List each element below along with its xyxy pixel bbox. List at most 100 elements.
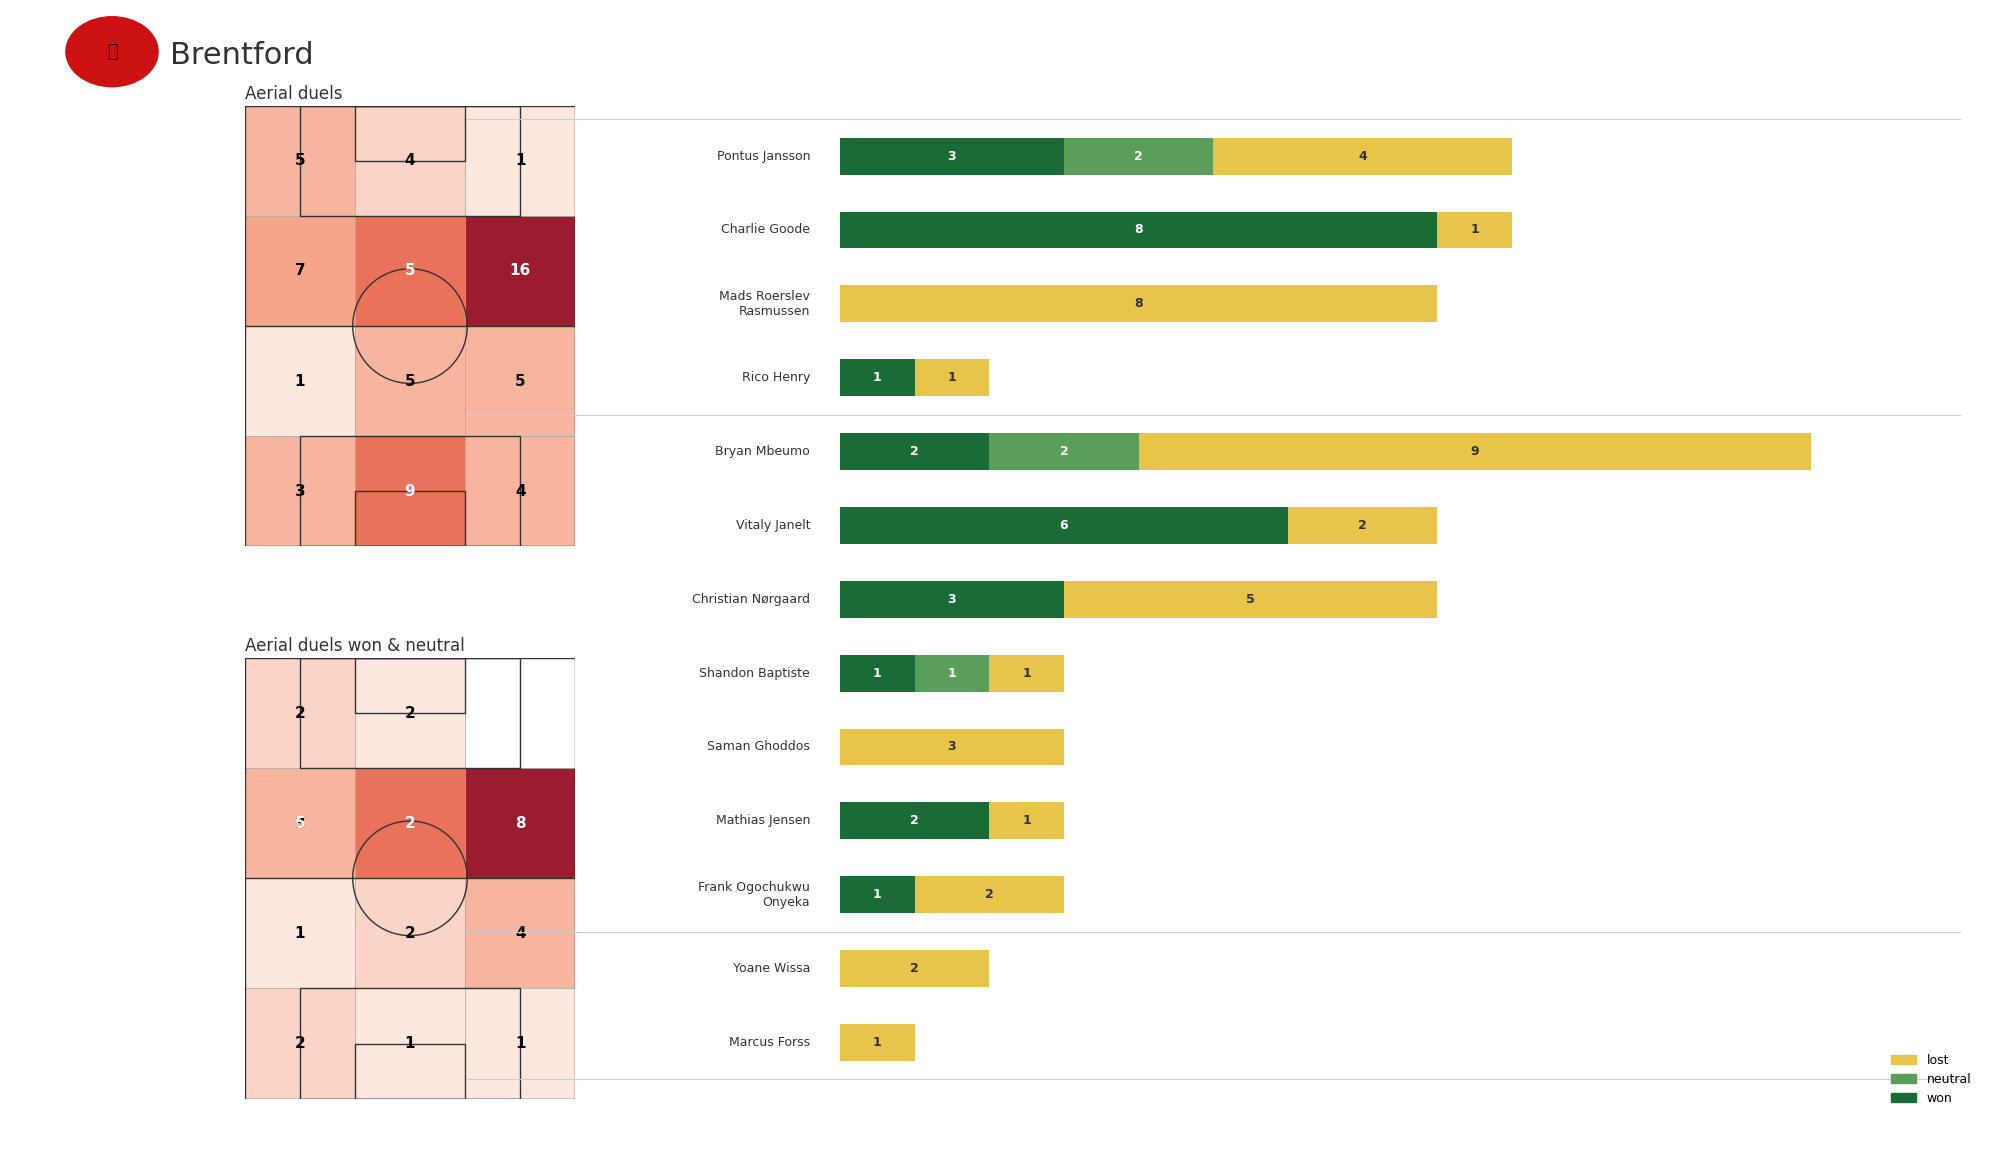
Text: 2: 2 — [1358, 519, 1368, 532]
Text: Yoane Wissa: Yoane Wissa — [732, 962, 810, 975]
Bar — [840, 654, 914, 692]
Text: Frank Ogochukwu
Onyeka: Frank Ogochukwu Onyeka — [698, 881, 810, 908]
Text: 🐝: 🐝 — [106, 42, 118, 61]
Bar — [354, 658, 466, 768]
Text: 3: 3 — [294, 484, 306, 499]
Bar — [914, 877, 1064, 913]
Text: 8: 8 — [514, 815, 526, 831]
Text: 1: 1 — [872, 888, 882, 901]
Bar — [244, 658, 354, 768]
Text: 1: 1 — [872, 371, 882, 384]
Text: 1: 1 — [872, 1036, 882, 1049]
Bar — [354, 436, 466, 546]
Text: 5: 5 — [514, 374, 526, 389]
Bar — [466, 436, 576, 546]
Bar — [914, 654, 990, 692]
Bar — [466, 325, 576, 436]
Bar — [300, 436, 520, 546]
Text: 5: 5 — [294, 815, 306, 831]
Text: 1: 1 — [872, 666, 882, 679]
Bar — [354, 216, 466, 325]
Bar — [990, 803, 1064, 839]
Text: 2: 2 — [404, 926, 416, 941]
Text: Charlie Goode: Charlie Goode — [722, 223, 810, 236]
Bar — [466, 879, 576, 988]
Bar — [1138, 434, 1810, 470]
Text: 1: 1 — [404, 1036, 416, 1052]
Bar — [354, 879, 466, 988]
Text: 4: 4 — [1358, 149, 1368, 162]
Text: 6: 6 — [1060, 519, 1068, 532]
Text: 1: 1 — [948, 666, 956, 679]
Text: 2: 2 — [910, 962, 920, 975]
Text: 1: 1 — [294, 926, 306, 941]
Text: 5: 5 — [294, 153, 306, 168]
Text: Rico Henry: Rico Henry — [742, 371, 810, 384]
Bar — [840, 877, 914, 913]
Bar — [990, 654, 1064, 692]
Bar — [1064, 580, 1438, 618]
Text: Aerial duels won & neutral: Aerial duels won & neutral — [244, 637, 464, 654]
Bar — [1064, 137, 1214, 175]
Text: 5: 5 — [1246, 592, 1256, 606]
Text: 1: 1 — [514, 1036, 526, 1052]
Bar — [300, 988, 520, 1099]
Bar — [840, 580, 1064, 618]
Bar — [466, 106, 576, 216]
Text: Aerial duels: Aerial duels — [244, 85, 342, 102]
Text: Pontus Jansson: Pontus Jansson — [716, 149, 810, 162]
Bar — [840, 286, 1438, 322]
Bar — [354, 106, 466, 161]
Text: 9: 9 — [404, 484, 416, 499]
Text: 16: 16 — [510, 263, 530, 278]
Text: 5: 5 — [404, 374, 416, 389]
Bar — [840, 728, 1064, 765]
Text: Marcus Forss: Marcus Forss — [730, 1036, 810, 1049]
Text: Christian Nørgaard: Christian Nørgaard — [692, 592, 810, 606]
Bar — [354, 988, 466, 1099]
Bar — [466, 658, 576, 768]
Text: 1: 1 — [1470, 223, 1480, 236]
Text: 2: 2 — [294, 705, 306, 720]
Circle shape — [66, 16, 158, 87]
Bar — [244, 768, 354, 879]
Text: 2: 2 — [1134, 149, 1144, 162]
Bar — [244, 325, 354, 436]
Text: 2: 2 — [404, 815, 416, 831]
Bar — [840, 1023, 914, 1061]
Text: 4: 4 — [404, 153, 416, 168]
Text: 3: 3 — [948, 592, 956, 606]
Text: 5: 5 — [404, 263, 416, 278]
Bar — [300, 658, 520, 768]
Text: Mathias Jensen: Mathias Jensen — [716, 814, 810, 827]
Text: 1: 1 — [1022, 666, 1032, 679]
Bar — [840, 212, 1438, 248]
Bar — [354, 106, 466, 216]
Text: Brentford: Brentford — [170, 41, 314, 70]
Bar — [244, 879, 354, 988]
Text: 1: 1 — [1022, 814, 1032, 827]
Text: 8: 8 — [1134, 297, 1142, 310]
Bar — [840, 951, 990, 987]
Text: 2: 2 — [404, 705, 416, 720]
Bar — [840, 803, 990, 839]
Text: 2: 2 — [910, 814, 920, 827]
Bar — [1214, 137, 1512, 175]
Text: 3: 3 — [294, 815, 306, 831]
Text: Shandon Baptiste: Shandon Baptiste — [700, 666, 810, 679]
Bar — [1288, 506, 1438, 544]
Bar — [354, 768, 466, 879]
Bar — [244, 106, 354, 216]
Text: 2: 2 — [984, 888, 994, 901]
Text: 8: 8 — [1134, 223, 1142, 236]
Bar — [914, 360, 990, 396]
Bar — [840, 434, 990, 470]
Bar — [466, 768, 576, 879]
Text: 3: 3 — [948, 740, 956, 753]
Bar — [466, 988, 576, 1099]
Text: 4: 4 — [514, 484, 526, 499]
Bar — [840, 137, 1064, 175]
Text: 2: 2 — [1060, 445, 1068, 458]
Bar — [466, 216, 576, 325]
Text: 4: 4 — [514, 926, 526, 941]
